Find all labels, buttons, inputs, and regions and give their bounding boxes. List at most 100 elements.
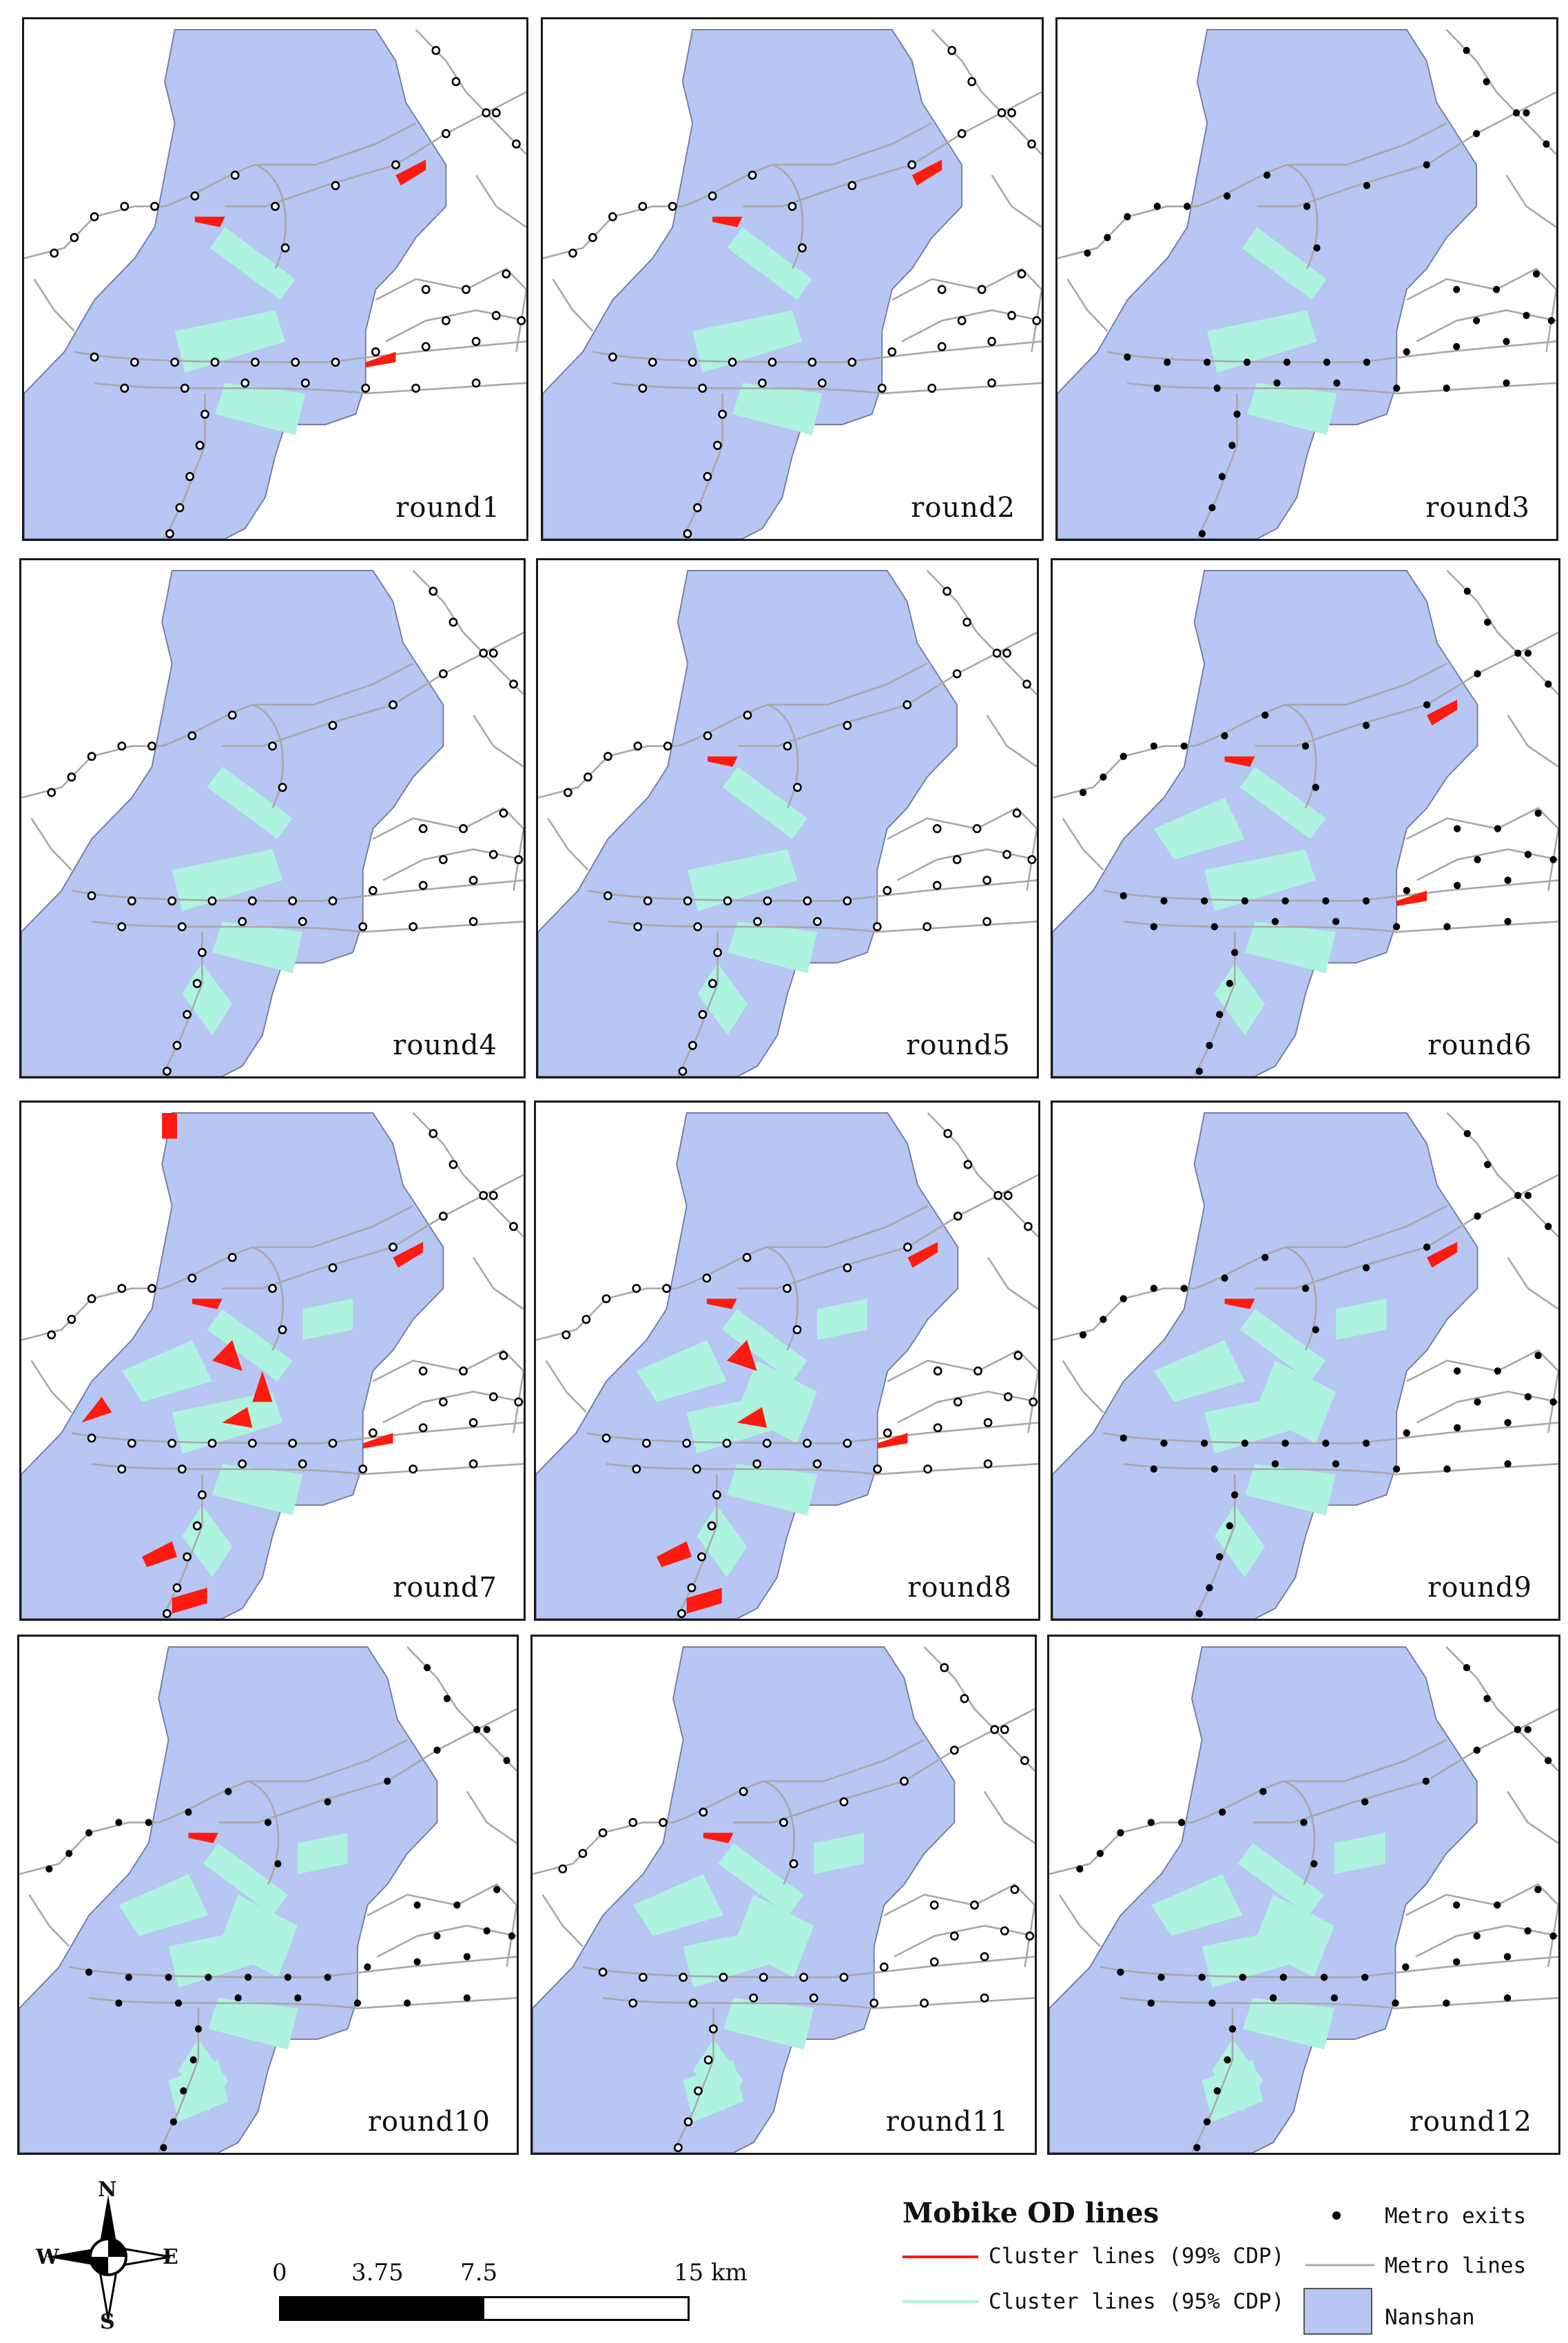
cluster99-line <box>911 159 942 186</box>
metro-exit <box>1453 1901 1461 1909</box>
metro-line <box>592 340 1042 363</box>
metro-exit <box>1524 649 1532 657</box>
metro-exit <box>1147 1999 1155 2007</box>
metro-exit <box>200 409 209 419</box>
metro-exit <box>421 342 431 351</box>
metro-exit <box>792 1325 802 1335</box>
cluster99-line <box>1224 1298 1255 1309</box>
cluster99-line <box>81 1396 112 1423</box>
metro-exit <box>448 1160 458 1169</box>
metro-line <box>1103 1422 1558 1444</box>
metro-line <box>406 1646 517 1772</box>
scale-tick-0: 0 <box>272 2259 287 2286</box>
metro-line <box>372 806 524 891</box>
cluster99-line <box>1427 1242 1458 1268</box>
metro-exit <box>987 336 996 347</box>
metro-exit <box>963 1160 973 1169</box>
metro-exit <box>1422 1777 1430 1785</box>
metro-exit <box>1029 1397 1038 1406</box>
metro-exit <box>688 1041 697 1050</box>
metro-exit <box>198 948 207 957</box>
metro-exit <box>1493 285 1500 294</box>
metro-line <box>681 393 723 539</box>
round-label: round6 <box>1427 1030 1532 1061</box>
metro-exit <box>1100 1316 1107 1323</box>
metro-line <box>94 382 526 395</box>
metro-exit <box>1547 317 1555 325</box>
cluster95-line <box>683 2060 744 2122</box>
cluster95-line <box>212 1464 303 1516</box>
metro-exit <box>568 248 577 258</box>
metro-exit <box>1117 1968 1124 1976</box>
metro-exit <box>389 1242 398 1252</box>
round-label: round2 <box>911 492 1015 524</box>
metro-exit <box>601 1294 611 1304</box>
cluster99-line <box>727 1340 757 1371</box>
metro-exit <box>165 529 174 539</box>
cluster95-line <box>727 1464 818 1516</box>
metro-exit <box>674 2142 683 2153</box>
metro-exit <box>1201 1440 1208 1447</box>
metro-exit <box>712 1490 721 1500</box>
metro-line <box>28 1894 70 1947</box>
cluster99-line <box>252 1371 273 1402</box>
cluster95-line <box>1239 1309 1326 1382</box>
metro-exit <box>762 1438 772 1448</box>
metro-exit <box>441 316 451 325</box>
metro-exit <box>698 1010 708 1019</box>
metro-exit <box>1079 1331 1087 1339</box>
compass-w-label: W <box>36 2245 59 2269</box>
metro-exit <box>929 1900 939 1910</box>
metro-exit <box>1241 1440 1249 1447</box>
metro-line <box>222 631 524 747</box>
metro-line <box>772 122 933 166</box>
metro-exit <box>274 1860 282 1868</box>
scale-tick-3.75: 3.75 <box>351 2259 404 2286</box>
metro-exit <box>47 1330 56 1340</box>
metro-line <box>894 1925 1035 1958</box>
metro-exit <box>927 383 937 393</box>
metro-exit <box>120 383 130 393</box>
metro-exit <box>147 741 156 751</box>
metro-exit <box>441 129 451 139</box>
metro-exit <box>1312 784 1319 791</box>
metro-exit <box>1443 923 1451 931</box>
metro-exit <box>902 700 912 710</box>
metro-exit <box>813 917 822 926</box>
metro-exit <box>1534 809 1542 817</box>
metro-exit <box>960 1694 969 1703</box>
metro-exit <box>1484 1160 1492 1169</box>
metro-exit <box>990 1725 1000 1735</box>
metro-exit <box>271 201 280 212</box>
metro-exit <box>1363 182 1370 190</box>
metro-exit <box>1096 1850 1104 1857</box>
metro-exit <box>1022 679 1031 689</box>
round-label: round8 <box>907 1572 1012 1604</box>
metro-exit <box>1213 2087 1221 2095</box>
north-arrow-icon <box>46 2195 171 2320</box>
metro-exit <box>798 243 807 253</box>
metro-exit <box>87 1433 96 1443</box>
metro-exit <box>298 1459 307 1469</box>
round-label: round12 <box>1409 2106 1532 2138</box>
metro-exit <box>1483 1695 1491 1703</box>
cluster99-line <box>188 1832 218 1843</box>
metro-exit <box>648 358 657 367</box>
metro-exit <box>195 440 205 450</box>
metro-exit <box>291 358 300 367</box>
metro-exit <box>368 886 378 895</box>
cluster99-line <box>192 1298 223 1309</box>
metro-exit <box>127 896 136 906</box>
metro-line <box>30 817 72 871</box>
metro-exit <box>749 1993 759 2003</box>
metro-exit <box>50 248 59 258</box>
metro-exit <box>962 617 971 627</box>
map-panel-round2: round2 <box>541 17 1044 541</box>
legend-label-cluster95: Cluster lines (95% CDP) <box>989 2289 1285 2314</box>
metro-exit <box>799 1972 809 1982</box>
metro-line <box>1507 1256 1558 1310</box>
metro-exit <box>581 1315 591 1324</box>
metro-line <box>71 879 524 902</box>
metro-exit <box>1241 897 1249 905</box>
metro-exit <box>418 881 428 890</box>
